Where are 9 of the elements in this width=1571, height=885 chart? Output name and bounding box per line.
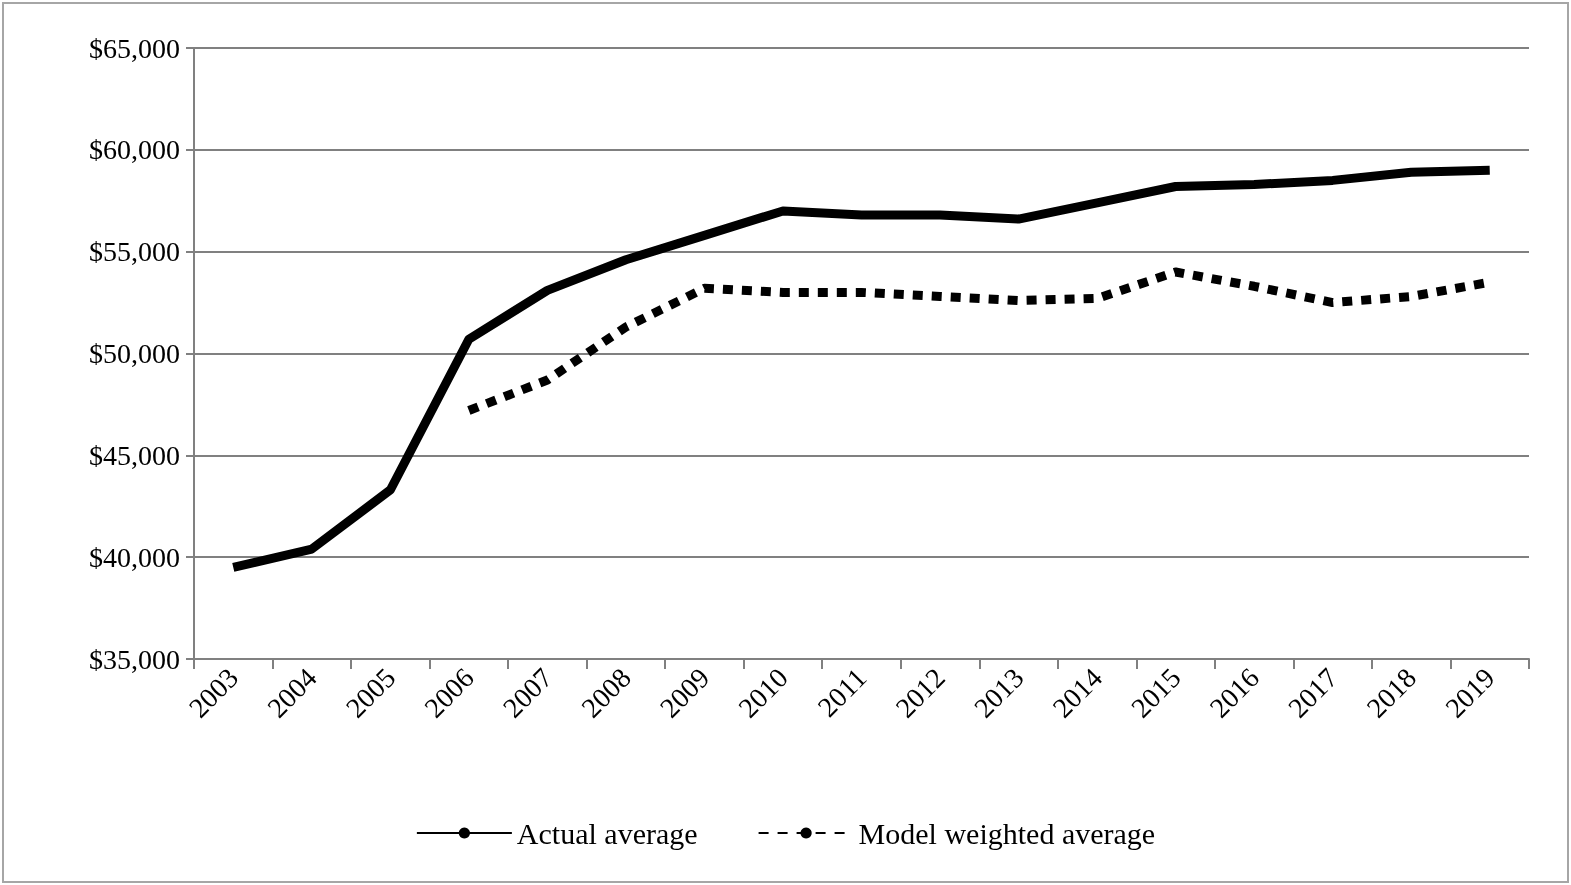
legend-label: Model weighted average bbox=[858, 816, 1156, 850]
y-tick-label: $40,000 bbox=[89, 541, 180, 573]
y-tick-label: $65,000 bbox=[89, 32, 180, 64]
y-tick-label: $55,000 bbox=[89, 236, 180, 268]
y-tick-label: $45,000 bbox=[89, 439, 180, 471]
y-tick-label: $60,000 bbox=[89, 134, 180, 166]
y-tick-label: $50,000 bbox=[89, 338, 180, 369]
y-tick-label: $35,000 bbox=[89, 643, 180, 675]
legend-label: Actual average bbox=[516, 816, 698, 850]
